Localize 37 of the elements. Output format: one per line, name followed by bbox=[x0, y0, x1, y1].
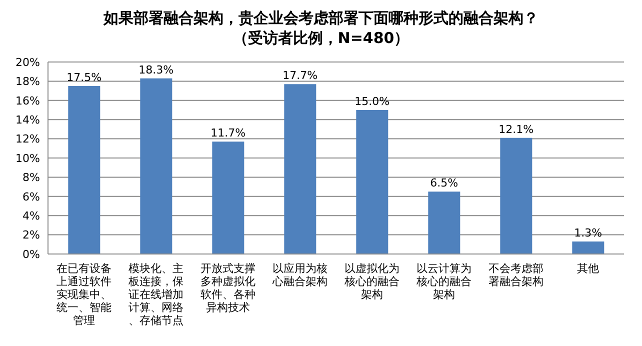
y-tick-label: 12% bbox=[16, 132, 40, 146]
y-tick-label: 14% bbox=[16, 114, 40, 127]
y-tick-label: 10% bbox=[16, 152, 40, 165]
y-tick-label: 18% bbox=[16, 75, 40, 88]
y-tick-label: 6% bbox=[22, 190, 40, 204]
data-label: 6.5% bbox=[430, 176, 458, 190]
y-tick-label: 4% bbox=[22, 210, 40, 223]
bar bbox=[284, 84, 316, 254]
data-label: 15.0% bbox=[354, 95, 390, 108]
y-tick-label: 0% bbox=[22, 248, 40, 261]
chart-title: 如果部署融合架构，贵企业会考虑部署下面哪种形式的融合架构？ bbox=[102, 8, 540, 28]
chart-subtitle: （受访者比例，N=480） bbox=[232, 28, 410, 48]
bar bbox=[500, 138, 532, 254]
y-tick-label: 16% bbox=[16, 94, 40, 108]
bar bbox=[572, 242, 604, 254]
x-tick-label: 不会考虑部署融合架构 bbox=[488, 262, 544, 288]
bar bbox=[212, 142, 244, 254]
y-tick-label: 20% bbox=[16, 56, 40, 69]
data-label: 17.7% bbox=[282, 69, 318, 82]
x-tick-label: 在已有设备上通过软件实现集中、统一、智能管理 bbox=[56, 262, 112, 327]
bar bbox=[68, 86, 100, 254]
x-tick-label: 以云计算为核心的融合架构 bbox=[416, 262, 472, 301]
bar bbox=[428, 192, 460, 254]
y-tick-label: 2% bbox=[22, 228, 40, 242]
data-label: 12.1% bbox=[498, 122, 534, 136]
data-label: 18.3% bbox=[138, 63, 174, 76]
bar bbox=[356, 110, 388, 254]
data-label: 1.3% bbox=[574, 226, 602, 240]
data-label: 11.7% bbox=[210, 126, 246, 140]
x-tick-label: 模块化、主板连接，保证在线增加计算、网络、存储节点 bbox=[128, 262, 184, 327]
bar bbox=[140, 78, 172, 254]
x-tick-label: 以虚拟化为核心的融合架构 bbox=[344, 262, 400, 301]
y-tick-label: 8% bbox=[22, 171, 40, 184]
x-tick-label: 以应用为核心融合架构 bbox=[272, 262, 328, 288]
data-label: 17.5% bbox=[66, 71, 102, 84]
x-tick-label: 其他 bbox=[577, 262, 599, 275]
x-tick-label: 开放式支撑多种虚拟化软件、各种异构技术 bbox=[200, 262, 256, 314]
